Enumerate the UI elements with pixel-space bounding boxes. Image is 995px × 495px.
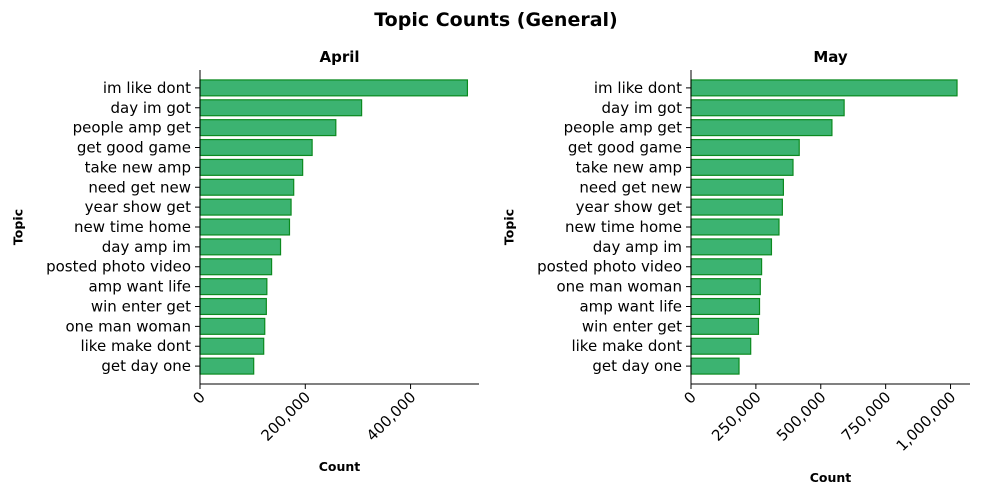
april-x-ticks: 0 200,000 400,000 [189,384,419,445]
april-y-axis-label: Topic [11,209,26,245]
april-category-label: year show get [85,198,192,216]
may-panel: May Count Topic im like dont day im got pe… [502,48,970,485]
april-category-label: amp want life [88,278,191,296]
may-bar [690,138,800,157]
may-bar [690,218,780,236]
april-bar [199,119,337,137]
april-panel: April Count Topic im like dont day im got… [11,48,479,474]
may-bar [690,258,763,276]
may-bar [690,198,783,216]
may-bar [690,178,784,196]
april-category-label: posted photo video [46,258,191,276]
may-category-label: posted photo video [537,258,682,276]
may-bar [690,317,760,335]
may-x-tick-label: 750,000 [838,388,895,445]
may-y-axis-label: Topic [502,209,517,245]
may-category-label: new time home [565,218,682,236]
may-category-label: win enter get [582,317,682,335]
april-x-tick-label: 0 [189,388,208,407]
may-bar [690,238,773,256]
april-bar [199,218,291,236]
may-bar [690,278,761,296]
april-bar [199,138,313,157]
may-category-label: take new amp [576,158,682,176]
april-x-tick-label: 400,000 [363,388,420,445]
april-bar [199,238,282,256]
april-bar [199,158,304,176]
april-category-label: get day one [101,357,191,375]
april-category-label: day im got [111,99,192,117]
april-bar [199,198,292,216]
may-category-label: like make dont [571,337,682,355]
may-x-tick-label: 1,000,000 [893,388,960,455]
may-bars [690,79,958,375]
may-category-label: im like dont [594,79,682,97]
april-category-label: day amp im [102,238,191,256]
april-category-label: new time home [74,218,191,236]
april-category-label: win enter get [91,297,191,315]
april-category-label: need get new [88,178,191,196]
april-bars [199,79,469,375]
may-category-label: get day one [592,357,682,375]
april-bar [199,357,255,375]
may-category-label: amp want life [579,297,682,315]
april-bar [199,317,266,335]
april-bar [199,178,295,196]
april-category-label: one man woman [65,317,191,335]
may-category-label: get good game [568,139,682,157]
april-category-label: like make dont [80,337,191,355]
may-x-axis-label: Count [810,470,852,485]
april-bar [199,99,363,117]
may-category-label: day im got [602,99,683,117]
april-category-label: get good game [77,139,191,157]
figure-title: Topic Counts (General) [374,9,618,31]
april-bar [199,258,273,276]
may-category-label: day amp im [593,238,682,256]
may-bar [690,158,794,176]
may-x-tick-label: 250,000 [708,388,765,445]
april-bar [199,337,265,355]
may-category-labels: im like dont day im got people amp get get … [537,79,691,375]
april-panel-title: April [319,48,359,66]
may-x-tick-label: 500,000 [773,388,830,445]
may-panel-title: May [813,48,848,66]
april-x-axis-label: Count [319,459,361,474]
may-bar [690,79,958,97]
may-bar [690,297,761,316]
april-bar [199,79,469,97]
april-category-label: take new amp [85,158,191,176]
may-bar [690,99,845,117]
april-category-label: im like dont [103,79,191,97]
may-category-label: one man woman [556,278,682,296]
may-category-label: year show get [576,198,683,216]
may-x-tick-label: 0 [680,388,699,407]
april-category-labels: im like dont day im got people amp get get … [46,79,200,375]
may-bar [690,337,752,355]
may-bar [690,119,833,137]
may-category-label: people amp get [564,119,682,137]
april-bar [199,297,267,316]
april-bar [199,278,268,296]
april-category-label: people amp get [73,119,191,137]
may-bar [690,357,740,375]
april-x-tick-label: 200,000 [258,388,315,445]
may-category-label: need get new [579,178,682,196]
